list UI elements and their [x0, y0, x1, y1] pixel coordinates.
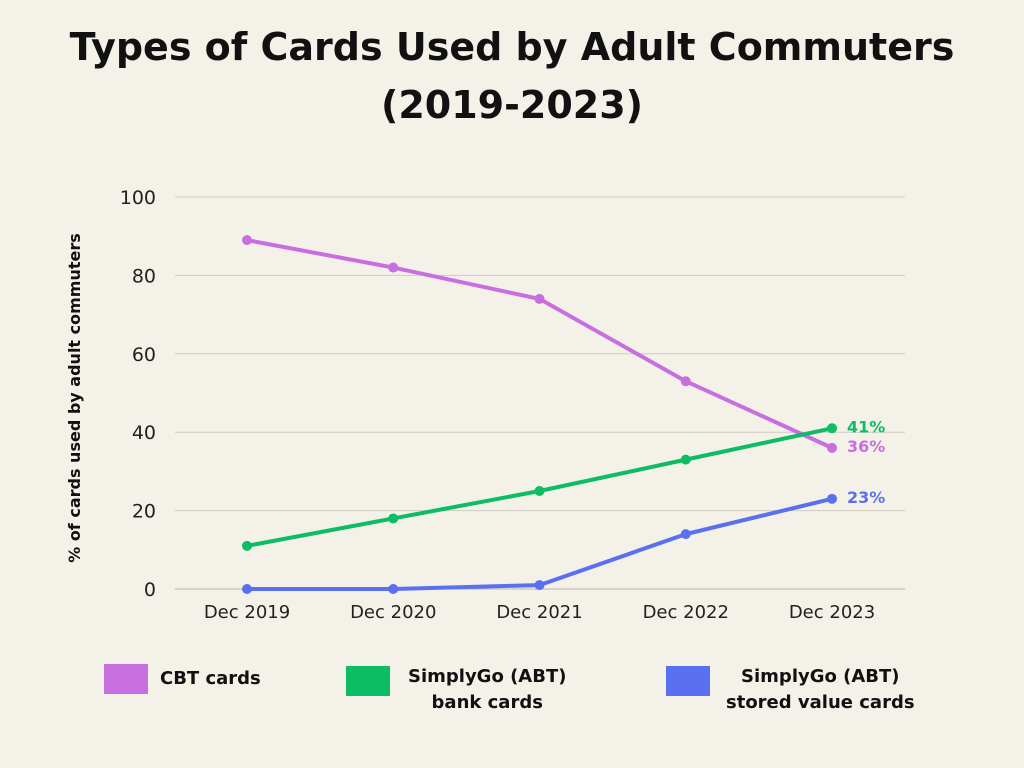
- y-tick-label-60: 60: [132, 344, 156, 366]
- legend-label-stored-value-cards: SimplyGo (ABT) stored value cards: [726, 664, 915, 716]
- point-cbt-cards-4: [827, 442, 837, 453]
- chart-title-line-1: Types of Cards Used by Adult Commuters: [69, 25, 955, 69]
- point-simplygo-abt-bank-cards-2: [534, 486, 545, 496]
- chart-title-line-2: (2019-2023): [380, 83, 644, 127]
- legend-label-stored-value-cards-line-1: SimplyGo (ABT): [741, 666, 900, 687]
- point-simplygo-abt-bank-cards-0: [242, 540, 252, 551]
- series-points: [242, 235, 837, 594]
- end-label-cbt-cards: 36%: [847, 437, 885, 456]
- point-cbt-cards-2: [534, 293, 545, 304]
- x-tick-label-0: Dec 2019: [204, 602, 290, 623]
- legend-label-bank-cards-line-1: SimplyGo (ABT): [408, 666, 567, 687]
- point-cbt-cards-1: [388, 262, 399, 273]
- point-cbt-cards-0: [242, 235, 252, 246]
- x-tick-label-1: Dec 2020: [350, 602, 436, 623]
- point-simplygo-abt-bank-cards-4: [827, 423, 837, 434]
- x-tick-labels: Dec 2019 Dec 2020 Dec 2021 Dec 2022 Dec 2023: [204, 602, 875, 623]
- point-simplygo-abt-bank-cards-1: [388, 513, 399, 524]
- point-simplygo-abt-stored-value-cards-2: [534, 580, 545, 591]
- y-tick-label-0: 0: [144, 579, 156, 601]
- legend-label-cbt-cards: CBT cards: [160, 666, 261, 692]
- legend-item-stored-value-cards: SimplyGo (ABT) stored value cards: [666, 664, 915, 716]
- series-line-simplygo-abt-stored-value-cards: [245, 496, 834, 591]
- point-cbt-cards-3: [680, 376, 691, 387]
- point-simplygo-abt-stored-value-cards-1: [388, 584, 399, 594]
- point-simplygo-abt-bank-cards-3: [680, 454, 691, 465]
- gridlines: [175, 196, 905, 590]
- y-tick-label-20: 20: [132, 501, 156, 523]
- legend-swatch-stored-value-cards: [666, 666, 710, 696]
- legend-label-stored-value-cards-line-2: stored value cards: [726, 692, 915, 713]
- end-label-simplygo-abt-stored-value-cards: 23%: [847, 488, 885, 507]
- series-line-cbt-cards: [245, 238, 834, 450]
- x-tick-label-4: Dec 2023: [789, 602, 875, 623]
- legend-label-bank-cards-line-2: bank cards: [431, 692, 543, 713]
- legend-item-cbt-cards: CBT cards: [104, 664, 261, 694]
- x-tick-label-3: Dec 2022: [643, 602, 729, 623]
- series-lines: [245, 238, 834, 591]
- point-simplygo-abt-stored-value-cards-3: [680, 529, 691, 540]
- legend-swatch-cbt-cards: [104, 664, 148, 694]
- y-tick-label-100: 100: [120, 187, 156, 209]
- y-tick-labels: 0 20 40 60 80 100: [120, 187, 156, 601]
- point-simplygo-abt-stored-value-cards-4: [827, 493, 837, 504]
- y-tick-label-80: 80: [132, 265, 156, 287]
- legend-item-bank-cards: SimplyGo (ABT) bank cards: [346, 664, 566, 716]
- legend-swatch-bank-cards: [346, 666, 390, 696]
- end-label-simplygo-abt-bank-cards: 41%: [847, 417, 885, 436]
- y-tick-label-40: 40: [132, 422, 156, 444]
- chart-title: Types of Cards Used by Adult Commuters (…: [0, 18, 1024, 134]
- end-labels: 36%41% 23%: [847, 417, 885, 507]
- legend-label-bank-cards: SimplyGo (ABT) bank cards: [408, 664, 566, 716]
- legend-label-cbt-cards-line-1: CBT cards: [160, 668, 261, 689]
- x-tick-label-2: Dec 2021: [496, 602, 582, 623]
- y-axis-label: % of cards used by adult commuters: [65, 233, 84, 563]
- point-simplygo-abt-stored-value-cards-0: [242, 584, 252, 594]
